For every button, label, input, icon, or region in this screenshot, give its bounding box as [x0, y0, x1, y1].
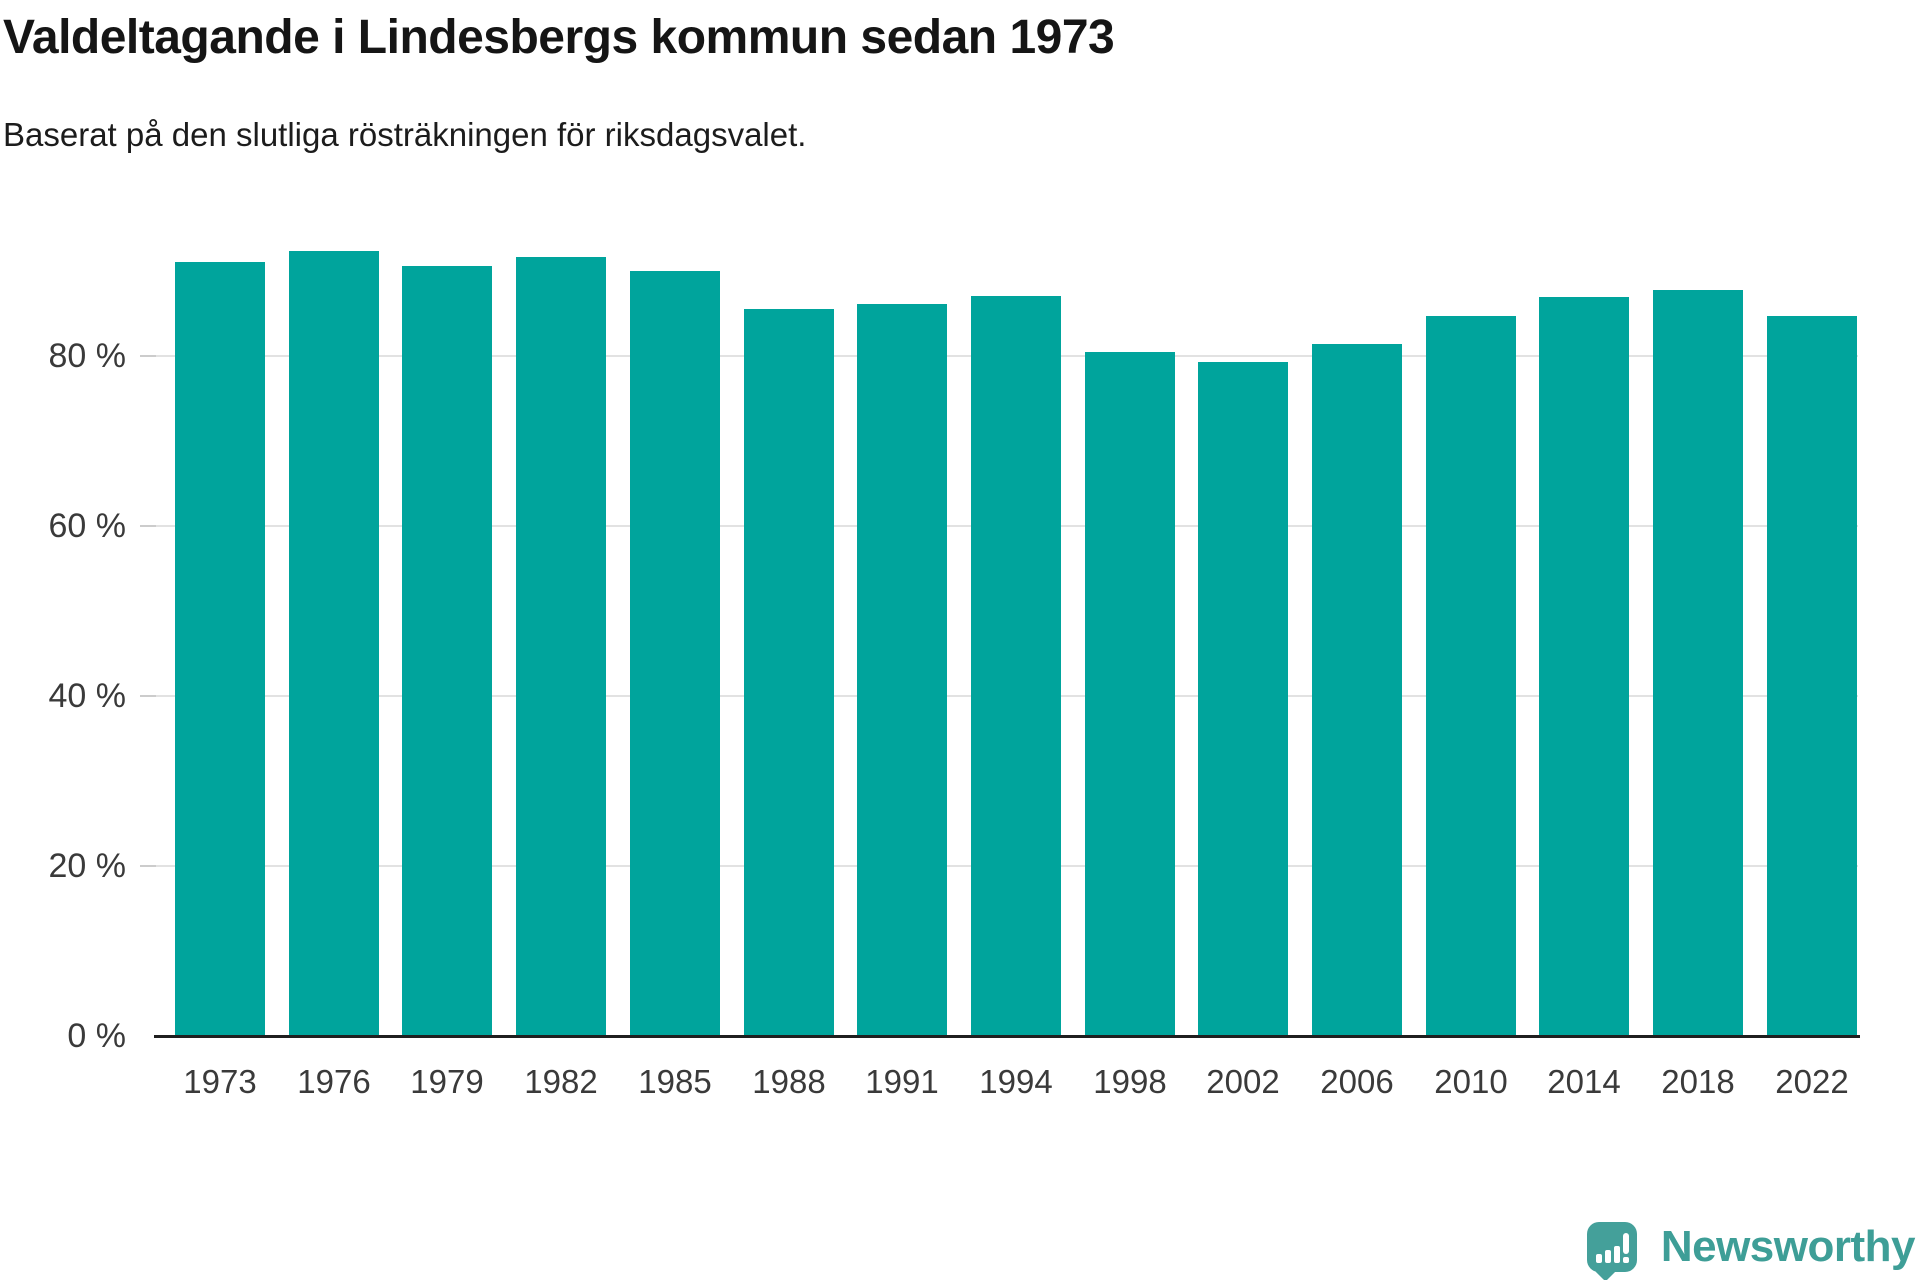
bar-1998 — [1085, 352, 1175, 1036]
bar-1982 — [516, 257, 606, 1036]
bar-2022 — [1767, 316, 1857, 1036]
bar-2018 — [1653, 290, 1743, 1036]
x-axis-label-1991: 1991 — [865, 1063, 939, 1100]
newsworthy-brand-text: Newsworthy — [1660, 1222, 1916, 1271]
y-axis-label-40: 40 % — [48, 677, 127, 715]
bar-2010 — [1426, 316, 1516, 1036]
exclamation-icon — [1622, 1233, 1629, 1263]
bar-1976 — [289, 251, 379, 1036]
x-axis-label-1976: 1976 — [297, 1063, 371, 1100]
y-axis-label-80: 80 % — [48, 337, 127, 375]
bar-1991 — [857, 304, 947, 1036]
newsworthy-speech-bubble-icon — [1586, 1222, 1637, 1280]
chart-title: Valdeltagande i Lindesbergs kommun sedan… — [3, 11, 1115, 64]
x-axis-label-1973: 1973 — [183, 1063, 257, 1100]
y-axis-label-60: 60 % — [48, 507, 127, 545]
logo-bar-large — [1613, 1246, 1620, 1263]
bar-2002 — [1198, 362, 1288, 1036]
y-axis-tick-80 — [140, 355, 156, 357]
bar-2014 — [1539, 297, 1629, 1036]
bar-1985 — [630, 271, 720, 1036]
newsworthy-logo[interactable]: Newsworthy — [1586, 1222, 1916, 1280]
x-axis-label-2018: 2018 — [1661, 1063, 1735, 1100]
x-axis-label-2014: 2014 — [1547, 1063, 1621, 1100]
y-axis-tick-20 — [140, 865, 156, 867]
y-axis-label-20: 20 % — [48, 847, 127, 885]
logo-bar-chart-icon — [1595, 1233, 1629, 1263]
y-axis-tick-40 — [140, 695, 156, 697]
logo-bar-medium — [1604, 1250, 1611, 1263]
x-axis-label-1979: 1979 — [410, 1063, 484, 1100]
x-axis-label-2006: 2006 — [1320, 1063, 1394, 1100]
bar-1988 — [744, 309, 834, 1036]
x-axis-label-1985: 1985 — [638, 1063, 712, 1100]
x-axis-label-1982: 1982 — [524, 1063, 598, 1100]
x-axis-label-2010: 2010 — [1434, 1063, 1508, 1100]
chart-subtitle: Baserat på den slutliga rösträkningen fö… — [3, 116, 807, 153]
bar-1973 — [175, 262, 265, 1036]
x-axis-label-1998: 1998 — [1093, 1063, 1167, 1100]
x-axis-label-1994: 1994 — [979, 1063, 1053, 1100]
x-axis-label-2022: 2022 — [1775, 1063, 1849, 1100]
y-axis-label-0: 0 % — [67, 1017, 126, 1055]
y-axis-tick-60 — [140, 525, 156, 527]
bar-1979 — [402, 266, 492, 1036]
bar-1994 — [971, 296, 1061, 1036]
x-axis-line — [154, 1035, 1860, 1038]
bar-2006 — [1312, 344, 1402, 1036]
x-axis-label-1988: 1988 — [752, 1063, 826, 1100]
logo-bar-small — [1595, 1254, 1602, 1263]
x-axis-label-2002: 2002 — [1206, 1063, 1280, 1100]
